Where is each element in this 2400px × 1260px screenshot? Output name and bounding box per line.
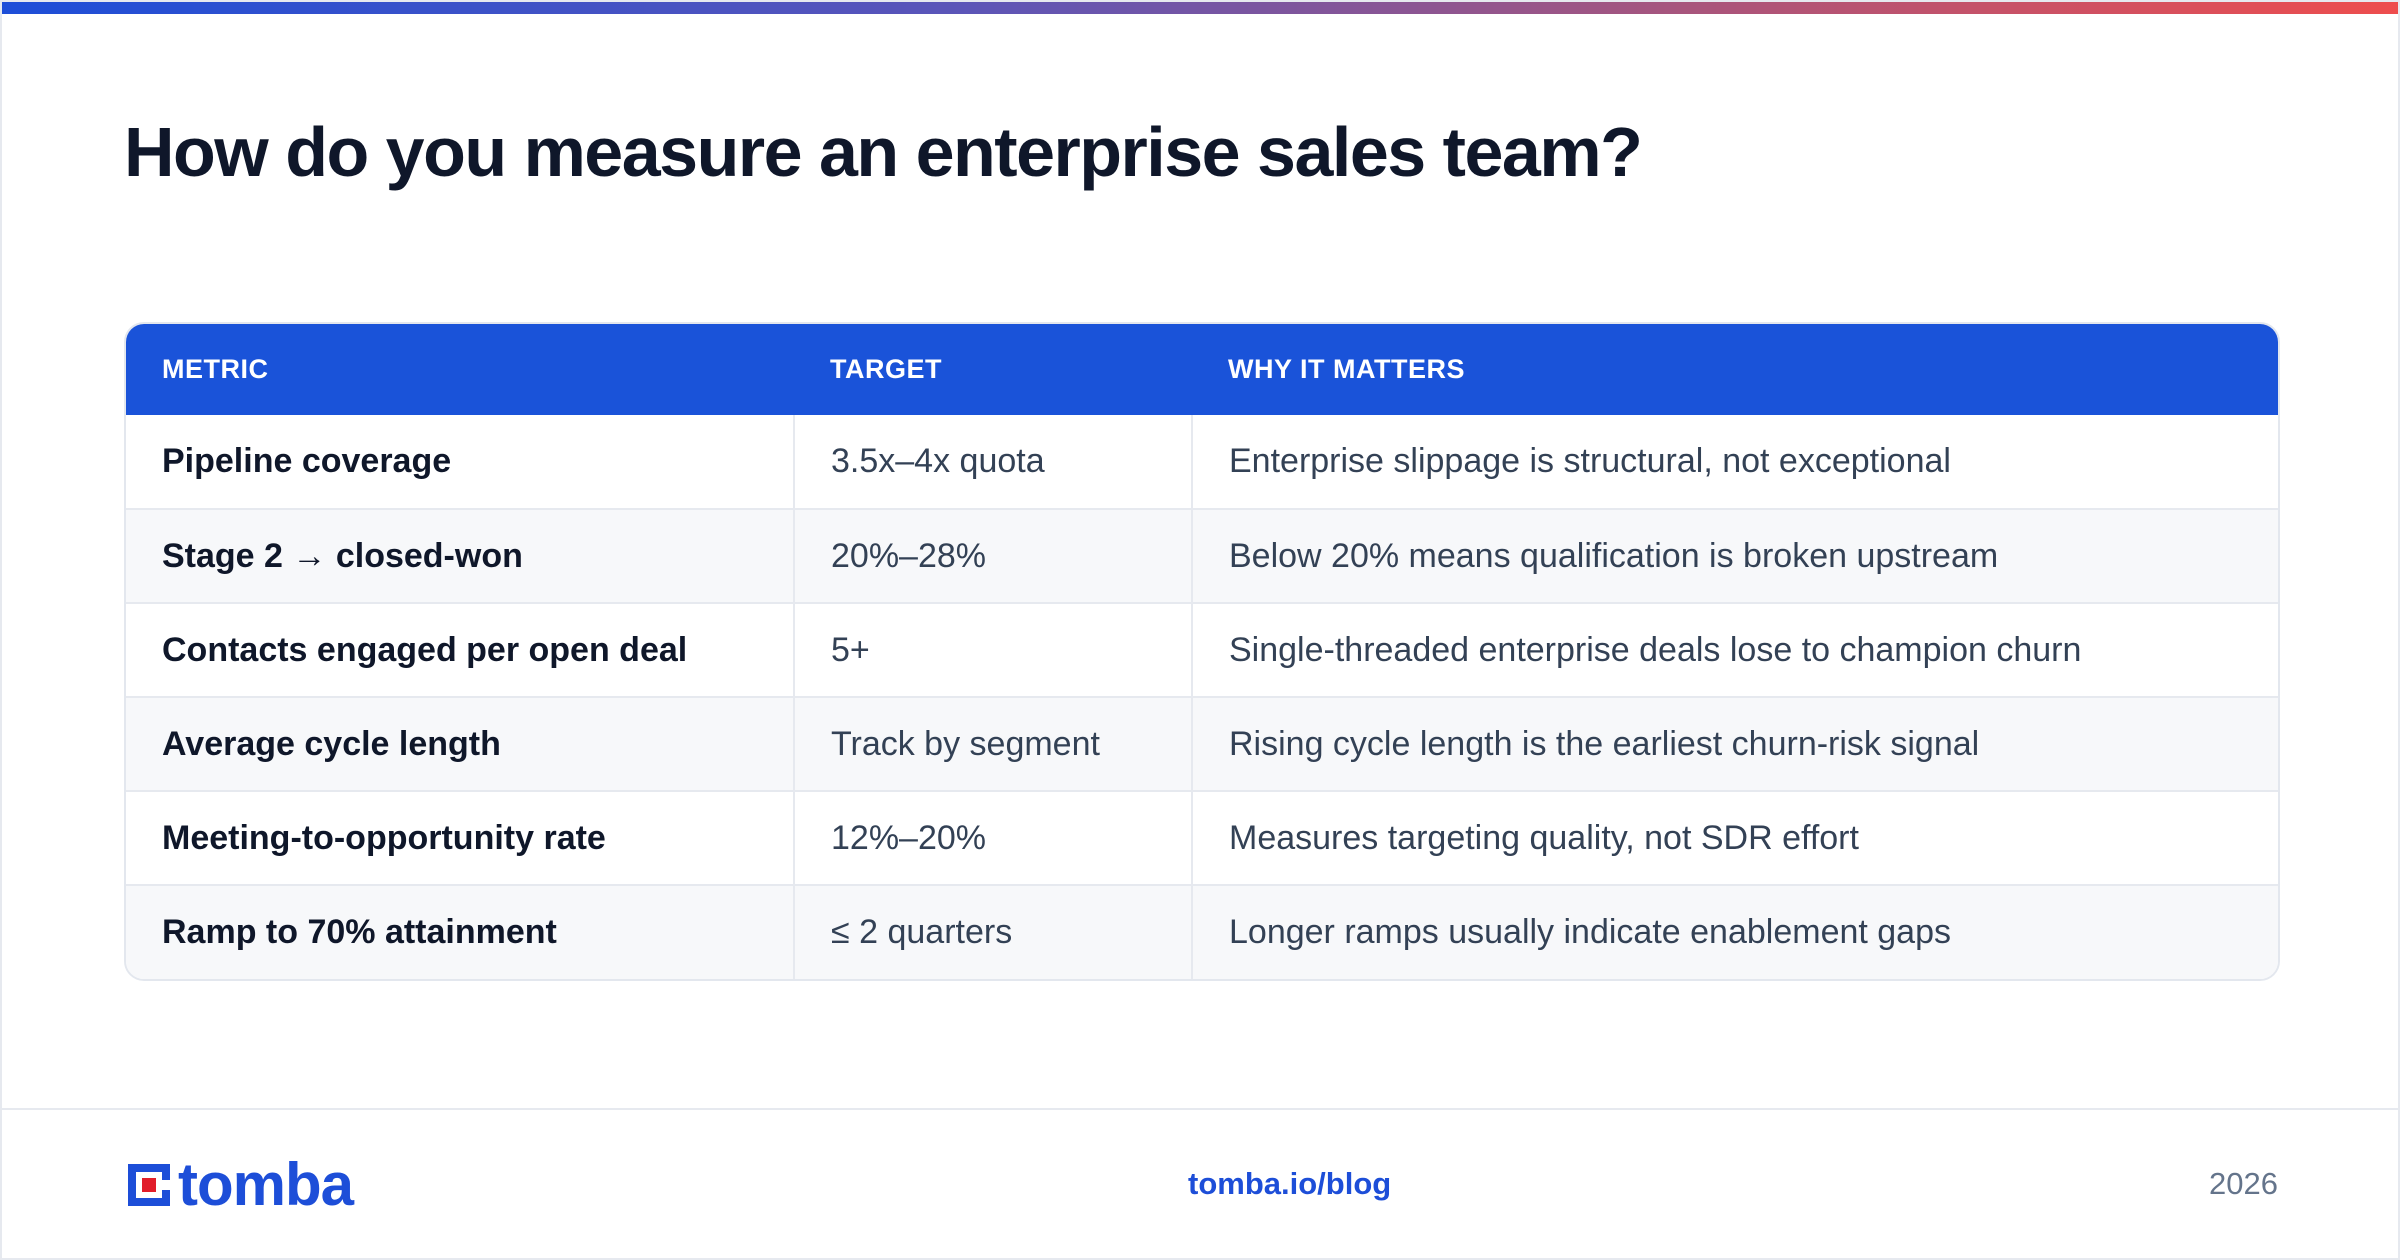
- why-cell: Enterprise slippage is structural, not e…: [1191, 415, 2278, 509]
- page-title: How do you measure an enterprise sales t…: [124, 113, 1643, 191]
- tomba-logo-icon: [124, 1160, 174, 1210]
- metric-cell: Pipeline coverage: [162, 442, 452, 480]
- logo-wordmark: tomba: [178, 1151, 354, 1218]
- table-row: Contacts engaged per open deal 5+ Single…: [126, 602, 2278, 697]
- table-row: Meeting-to-opportunity rate 12%–20% Meas…: [126, 790, 2278, 885]
- metrics-table: METRIC TARGET WHY IT MATTERS Pipeline co…: [124, 322, 2280, 981]
- metric-cell: Meeting-to-opportunity rate: [126, 790, 794, 885]
- why-cell: Rising cycle length is the earliest chur…: [1191, 696, 2278, 791]
- target-cell: 20%–28%: [793, 508, 1192, 603]
- header-why-it-matters: WHY IT MATTERS: [1228, 354, 1465, 384]
- header-target: TARGET: [830, 354, 942, 384]
- gradient-top-bar: [2, 2, 2398, 14]
- header-metric: METRIC: [162, 354, 269, 384]
- target-cell: ≤ 2 quarters: [793, 884, 1192, 979]
- why-cell: Below 20% means qualification is broken …: [1191, 508, 2278, 603]
- metric-cell: Contacts engaged per open deal: [126, 602, 794, 697]
- metric-cell: Ramp to 70% attainment: [126, 884, 794, 979]
- table-row: Pipeline coverage 3.5x–4x quota Enterpri…: [126, 415, 2278, 509]
- target-cell: 5+: [793, 602, 1192, 697]
- footer-year: 2026: [2209, 1166, 2278, 1201]
- target-cell: 3.5x–4x quota: [793, 415, 1192, 509]
- metric-cell: Average cycle length: [126, 696, 794, 791]
- footer-divider: [2, 1108, 2398, 1110]
- target-cell: Track by segment: [793, 696, 1192, 791]
- why-cell: Longer ramps usually indicate enablement…: [1191, 884, 2278, 979]
- table-header-row: METRIC TARGET WHY IT MATTERS: [126, 324, 2278, 415]
- table-row: Stage 2 → closed-won 20%–28% Below 20% m…: [126, 508, 2278, 603]
- target-cell: 12%–20%: [793, 790, 1192, 885]
- table-row: Ramp to 70% attainment ≤ 2 quarters Long…: [126, 884, 2278, 979]
- tomba-logo[interactable]: tomba: [124, 1151, 354, 1218]
- blog-link[interactable]: tomba.io/blog: [1188, 1166, 1392, 1201]
- metric-cell: Stage 2 → closed-won: [126, 508, 794, 603]
- why-cell: Measures targeting quality, not SDR effo…: [1191, 790, 2278, 885]
- table-row: Average cycle length Track by segment Ri…: [126, 696, 2278, 791]
- why-cell: Single-threaded enterprise deals lose to…: [1191, 602, 2278, 697]
